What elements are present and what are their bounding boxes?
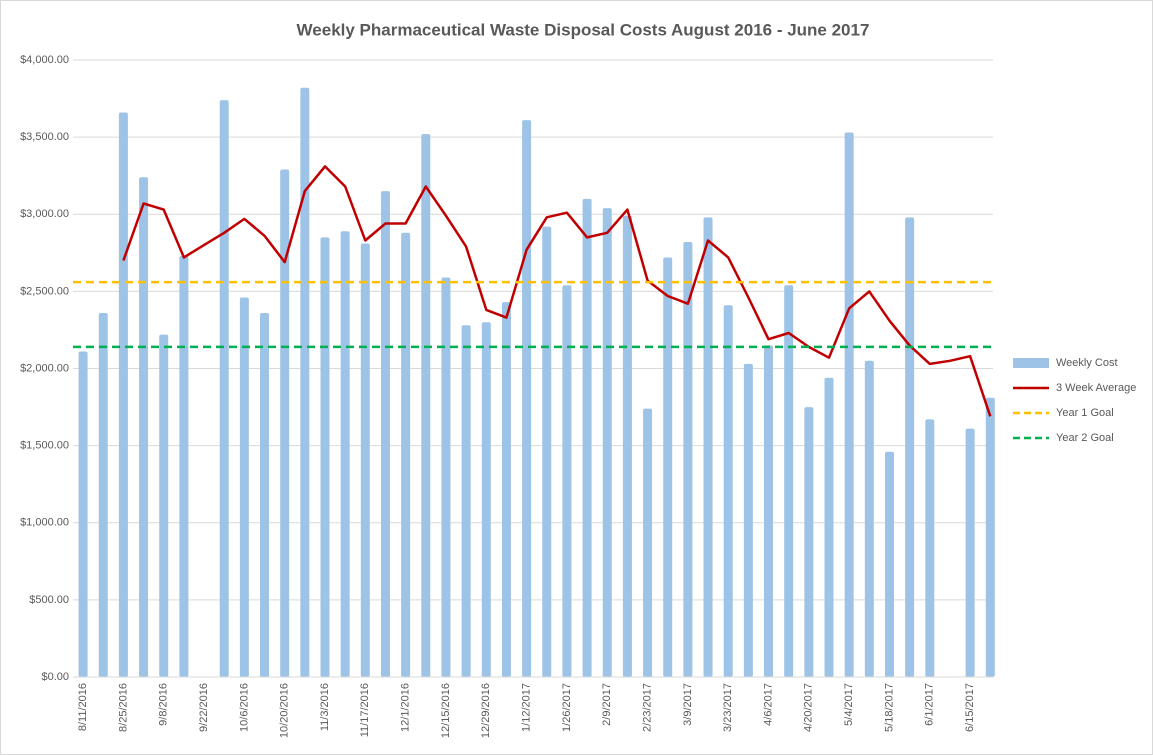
bar bbox=[723, 305, 733, 677]
x-tick-label: 12/29/2016 bbox=[480, 683, 492, 738]
bar bbox=[98, 312, 108, 677]
y-tick-label: $2,500.00 bbox=[20, 285, 69, 297]
bar bbox=[522, 120, 532, 678]
bar bbox=[542, 226, 552, 677]
bar bbox=[622, 215, 632, 678]
bar bbox=[864, 360, 874, 677]
bar bbox=[179, 255, 189, 677]
x-tick-label: 2/23/2017 bbox=[641, 683, 653, 732]
y-tick-label: $4,000.00 bbox=[20, 54, 69, 66]
y-tick-label: $0.00 bbox=[41, 671, 69, 683]
x-tick-label: 10/6/2016 bbox=[238, 683, 250, 732]
y-tick-label: $1,000.00 bbox=[20, 517, 69, 529]
x-tick-label: 1/12/2017 bbox=[521, 683, 533, 732]
bar bbox=[804, 407, 814, 677]
y-tick-label: $500.00 bbox=[29, 594, 69, 606]
y-tick-label: $1,500.00 bbox=[20, 440, 69, 452]
bar bbox=[905, 217, 915, 677]
bar bbox=[380, 191, 390, 678]
y-tick-label: $3,500.00 bbox=[20, 131, 69, 143]
bar bbox=[461, 325, 471, 677]
bar bbox=[78, 351, 88, 677]
bar bbox=[824, 377, 834, 677]
x-tick-label: 12/15/2016 bbox=[440, 683, 452, 738]
bar bbox=[481, 322, 491, 677]
y-tick-label: $2,000.00 bbox=[20, 362, 69, 374]
bar bbox=[743, 363, 753, 677]
x-tick-label: 3/23/2017 bbox=[722, 683, 734, 732]
legend-swatch bbox=[1013, 358, 1049, 368]
bar bbox=[844, 132, 854, 677]
x-tick-label: 9/8/2016 bbox=[158, 683, 170, 726]
x-tick-label: 10/20/2016 bbox=[279, 683, 291, 738]
x-tick-label: 1/26/2017 bbox=[561, 683, 573, 732]
x-tick-label: 11/3/2016 bbox=[319, 683, 331, 731]
x-tick-label: 5/4/2017 bbox=[843, 683, 855, 726]
bar bbox=[562, 285, 572, 677]
x-tick-label: 11/17/2016 bbox=[359, 683, 371, 737]
bar bbox=[360, 243, 370, 677]
x-tick-label: 12/1/2016 bbox=[400, 683, 412, 732]
bar bbox=[784, 285, 794, 677]
bar bbox=[582, 198, 592, 677]
legend-label: 3 Week Average bbox=[1056, 382, 1136, 394]
bar bbox=[280, 169, 290, 677]
bar bbox=[965, 428, 975, 677]
x-tick-label: 8/11/2016 bbox=[77, 683, 89, 731]
bar bbox=[441, 277, 451, 677]
x-tick-label: 4/6/2017 bbox=[762, 683, 774, 726]
bar bbox=[703, 217, 713, 677]
bar bbox=[219, 100, 229, 678]
y-tick-label: $3,000.00 bbox=[20, 208, 69, 220]
bar bbox=[159, 334, 169, 677]
x-tick-label: 4/20/2017 bbox=[803, 683, 815, 732]
legend-label: Year 2 Goal bbox=[1056, 432, 1114, 444]
x-tick-label: 5/18/2017 bbox=[883, 683, 895, 732]
bar bbox=[884, 451, 894, 677]
bar bbox=[340, 231, 350, 677]
x-tick-label: 6/1/2017 bbox=[924, 683, 936, 726]
legend-label: Year 1 Goal bbox=[1056, 407, 1114, 419]
bar bbox=[401, 232, 411, 677]
bar bbox=[300, 87, 310, 677]
bar bbox=[643, 408, 653, 677]
bar bbox=[602, 208, 612, 677]
bar bbox=[501, 302, 511, 677]
bar bbox=[260, 312, 270, 677]
x-tick-label: 6/15/2017 bbox=[964, 683, 976, 732]
bar bbox=[320, 237, 330, 677]
x-tick-label: 3/9/2017 bbox=[682, 683, 694, 726]
bar bbox=[985, 397, 995, 677]
x-tick-label: 8/25/2016 bbox=[117, 683, 129, 732]
bar bbox=[663, 257, 673, 677]
bar bbox=[683, 242, 693, 677]
x-tick-label: 2/9/2017 bbox=[601, 683, 613, 726]
line-series bbox=[122, 165, 992, 417]
bar bbox=[764, 345, 774, 677]
bar bbox=[139, 177, 149, 678]
x-tick-label: 9/22/2016 bbox=[198, 683, 210, 732]
chart-title: Weekly Pharmaceutical Waste Disposal Cos… bbox=[297, 20, 870, 39]
bar bbox=[118, 112, 128, 677]
bar bbox=[239, 297, 249, 677]
bar bbox=[925, 419, 935, 677]
legend-label: Weekly Cost bbox=[1056, 357, 1118, 369]
bar bbox=[421, 134, 431, 678]
